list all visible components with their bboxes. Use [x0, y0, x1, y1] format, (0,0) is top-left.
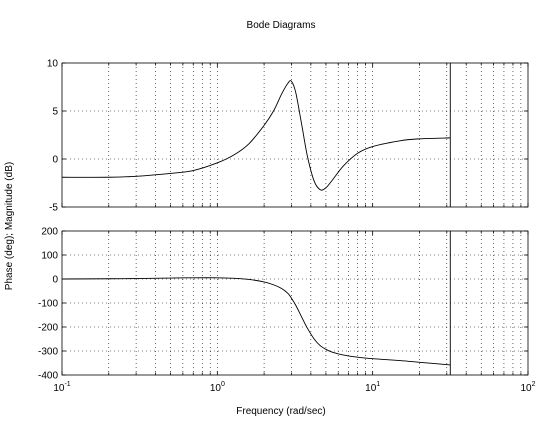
phase-axes-frame — [61, 230, 529, 376]
phase-y-tick-label: -100 — [38, 299, 58, 310]
magnitude-y-tick-label: 5 — [52, 107, 58, 118]
magnitude-series-line — [61, 80, 451, 191]
phase-y-tick-label: -400 — [38, 371, 58, 382]
x-tick-label: 100 — [210, 381, 225, 394]
x-tick-label: 102 — [520, 381, 535, 394]
phase-y-tick-label: -300 — [38, 347, 58, 358]
magnitude-axes-frame — [61, 62, 529, 208]
phase-y-tick-label: 200 — [41, 227, 58, 238]
x-tick-label: 101 — [365, 381, 380, 394]
x-tick-label: 10-1 — [53, 381, 70, 394]
phase-y-tick-label: 0 — [52, 275, 58, 286]
phase-y-tick-label: -200 — [38, 323, 58, 334]
phase-series-line — [61, 277, 451, 366]
magnitude-y-tick-label: 10 — [47, 59, 59, 70]
magnitude-y-tick-label: 0 — [52, 155, 58, 166]
x-axis-label: Frequency (rad/sec) — [236, 406, 325, 417]
phase-y-tick-label: 100 — [41, 251, 58, 262]
y-axis-label: Phase (deg); Magnitude (dB) — [4, 162, 15, 290]
plot-layer: -5 0 5 10 -400 -300 -200 -100 0 100 200 10-1 100 101 1… — [38, 59, 536, 395]
chart-title: Bode Diagrams — [247, 20, 316, 31]
magnitude-y-tick-label: -5 — [49, 203, 58, 214]
